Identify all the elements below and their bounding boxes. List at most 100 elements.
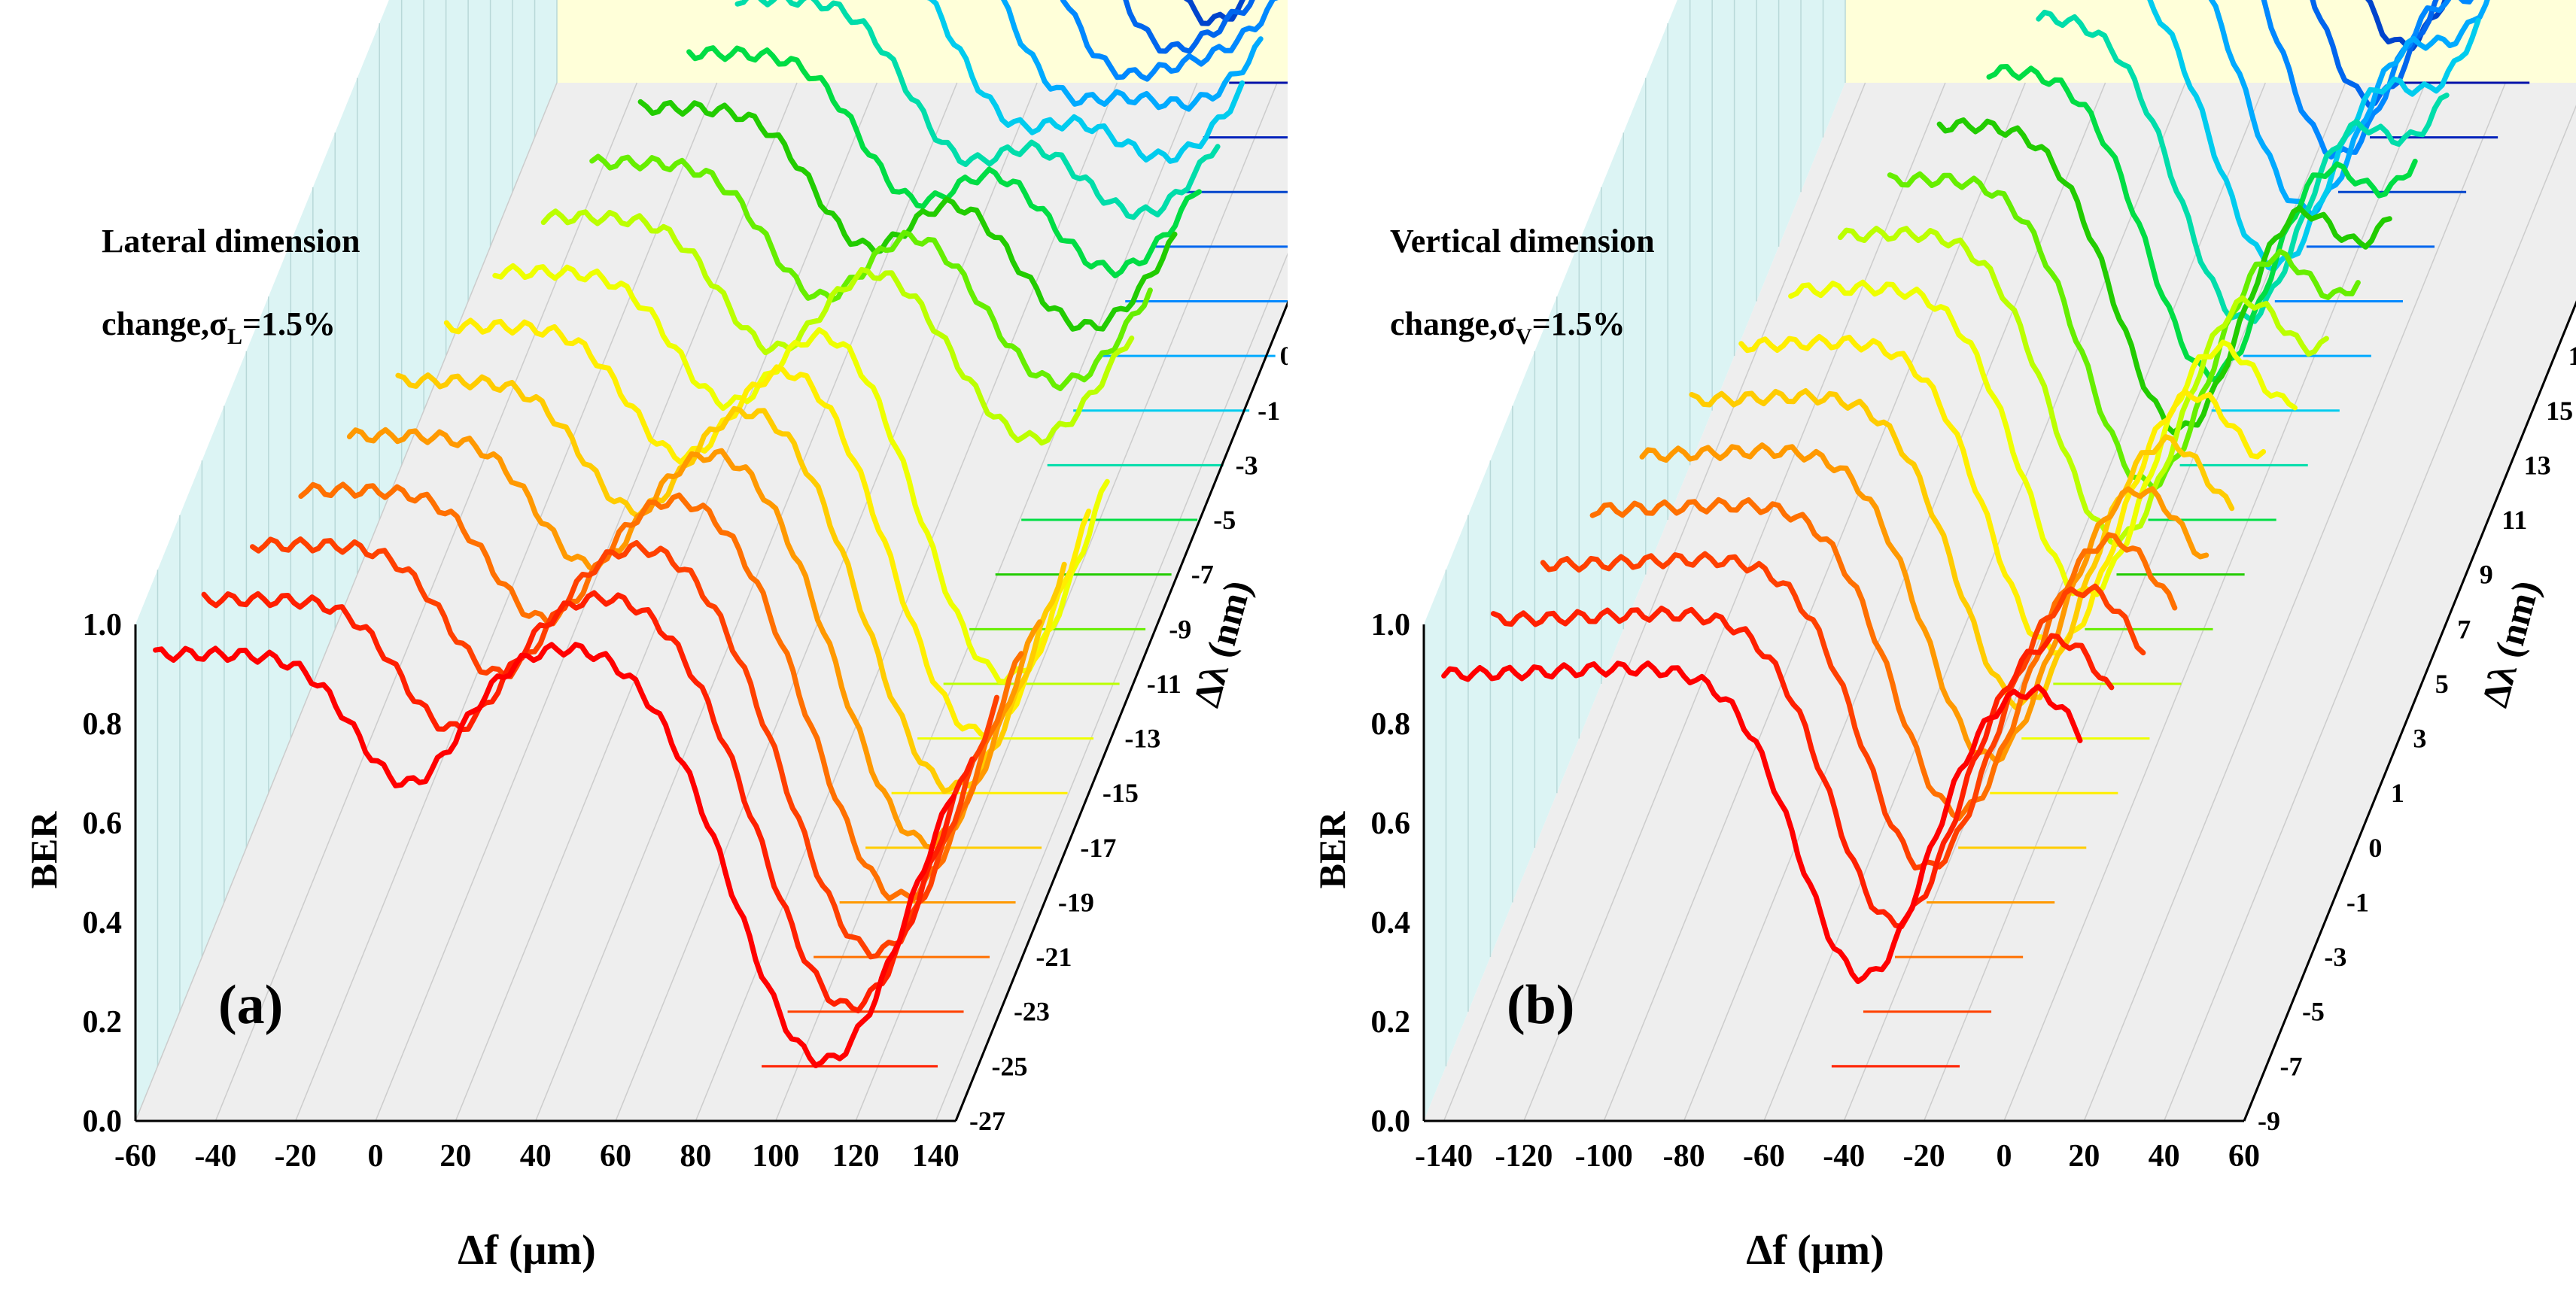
z-tick-label: 17 xyxy=(2568,341,2576,371)
grid-line-x xyxy=(1443,82,1866,1122)
grid-line-x xyxy=(1523,82,1946,1122)
grid-line-x xyxy=(294,82,718,1122)
z-tick-label: 11 xyxy=(2501,505,2527,535)
series-line--5 xyxy=(686,45,1202,278)
series-line-19 xyxy=(2261,0,2474,160)
z-tick-label: -5 xyxy=(1213,505,1236,535)
series-line-3 xyxy=(1788,279,2298,597)
x-tick-label: -20 xyxy=(1903,1139,1945,1174)
z-tick-label: 1 xyxy=(2391,778,2404,808)
x-tick-label: -40 xyxy=(194,1139,236,1174)
x-tick-label: 100 xyxy=(752,1139,799,1174)
grid-line-x xyxy=(535,82,958,1122)
y-tick-label: 0.0 xyxy=(83,1104,123,1139)
y-tick-label: 0.0 xyxy=(1371,1104,1411,1139)
x-axis-label: Δf (μm) xyxy=(458,1227,595,1274)
z-tick-label: 5 xyxy=(2435,669,2449,699)
grid-line-x xyxy=(695,82,1118,1122)
z-tick-label: -3 xyxy=(1236,450,1258,480)
grid-line-x xyxy=(455,82,878,1122)
grid-line-x xyxy=(2163,105,2576,1122)
z-tick-label: -1 xyxy=(2346,887,2369,917)
series-line--23 xyxy=(250,536,999,960)
series-line-1 xyxy=(1060,0,1279,82)
x-tick-label: 0 xyxy=(368,1139,384,1174)
z-tick-label: 3 xyxy=(2413,724,2426,754)
grid-line-x xyxy=(855,82,1278,1122)
grid-line-x xyxy=(935,252,1288,1122)
y-tick-label: 1.0 xyxy=(83,608,123,642)
y-axis-label: BER xyxy=(23,811,65,889)
tick-labels: -60 -40 -20 0 20 40 60 80 100 120 140 0.0 0.2 0.4 0.6 0… xyxy=(83,300,1288,1174)
x-tick-label: -120 xyxy=(1495,1139,1553,1174)
series-line--3 xyxy=(1589,497,2178,822)
series-line--5 xyxy=(1540,551,2146,871)
z-tick-label: -7 xyxy=(1191,560,1214,590)
z-tick-label: 9 xyxy=(2480,560,2493,590)
x-tick-label: 40 xyxy=(520,1139,552,1174)
series-line--1 xyxy=(1639,442,2210,764)
z-tick-label: 7 xyxy=(2457,614,2471,644)
z-tick-label: -13 xyxy=(1124,724,1160,754)
y-tick-label: 0.2 xyxy=(1371,1005,1411,1040)
z-tick-label: -21 xyxy=(1036,942,1072,972)
series-line--25 xyxy=(201,590,975,1013)
tick-labels: -140 -120 -100 -80 -60 -40 -20 0 20 40 60 0.0 0.2 0.4… xyxy=(1371,300,2576,1174)
y-tick-label: 0.4 xyxy=(83,906,123,940)
series-line--11 xyxy=(540,208,1135,446)
z-tick-label: 13 xyxy=(2524,450,2551,480)
x-tick-label: -140 xyxy=(1415,1139,1473,1174)
grid-line-x xyxy=(1683,82,2106,1122)
grid-line-x xyxy=(615,82,1038,1122)
series-line--15 xyxy=(443,317,1092,740)
z-tick-label: -25 xyxy=(991,1051,1027,1081)
series-line-0 xyxy=(1689,388,2235,710)
series-line-3 xyxy=(1123,0,1255,54)
z-tick-label: -3 xyxy=(2324,942,2346,972)
x-tick-label: 120 xyxy=(832,1139,880,1174)
x-tick-label: -80 xyxy=(1663,1139,1705,1174)
x-tick-label: 20 xyxy=(2068,1139,2100,1174)
series-line--19 xyxy=(346,427,1043,851)
grid-line-x xyxy=(2003,82,2426,1122)
grid-line-x xyxy=(775,82,1198,1122)
annotation-line-1: Lateral dimension xyxy=(102,223,360,260)
series-line--1 xyxy=(926,0,1245,164)
z-tick-label: 0 xyxy=(1280,341,1288,371)
x-axis-label: Δf (μm) xyxy=(1746,1227,1884,1274)
y-axis-label: BER xyxy=(1311,811,1353,889)
floor-plane xyxy=(1424,83,2576,1121)
series-line-15 xyxy=(2147,0,2481,272)
left-wall xyxy=(135,0,557,1121)
grid-line-x xyxy=(135,82,558,1122)
series-group xyxy=(1441,0,2530,1122)
x-tick-label: 20 xyxy=(439,1139,471,1174)
x-tick-label: 0 xyxy=(1996,1139,2012,1174)
y-tick-label: 0.6 xyxy=(83,806,123,841)
y-tick-label: 0.8 xyxy=(83,707,123,742)
z-tick-label: -17 xyxy=(1080,833,1116,863)
y-tick-label: 0.6 xyxy=(1371,806,1411,841)
x-tick-label: 80 xyxy=(680,1139,711,1174)
z-tick-label: -9 xyxy=(2258,1106,2280,1136)
x-tick-label: 60 xyxy=(2228,1139,2260,1174)
z-tick-label: 15 xyxy=(2546,396,2573,426)
grid-line-x xyxy=(2083,82,2507,1122)
annotation-line-2: change,σV=1.5% xyxy=(1390,305,1626,349)
back-wall xyxy=(1845,0,2576,83)
z-tick-label: -7 xyxy=(2279,1051,2302,1081)
series-line-7 xyxy=(1887,171,2361,491)
z-tick-label: -27 xyxy=(969,1106,1005,1136)
y-tick-label: 0.2 xyxy=(83,1005,123,1040)
x-tick-label: -60 xyxy=(1743,1139,1785,1174)
series-line--9 xyxy=(1441,661,2083,985)
z-axis-label: Δλ (nm) xyxy=(2473,576,2547,712)
y-tick-label: 0.4 xyxy=(1371,906,1411,940)
series-group xyxy=(153,0,1288,1122)
chart-panel-a: -60 -40 -20 0 20 40 60 80 100 120 140 0.0 0.2 0.4 0.6 0… xyxy=(23,0,1288,1274)
series-line--9 xyxy=(589,153,1153,391)
x-tick-label: -20 xyxy=(275,1139,317,1174)
annotation-line-1: Vertical dimension xyxy=(1390,223,1655,260)
left-wall xyxy=(1424,0,1845,1121)
annotation-line-2: change,σL=1.5% xyxy=(102,305,336,349)
